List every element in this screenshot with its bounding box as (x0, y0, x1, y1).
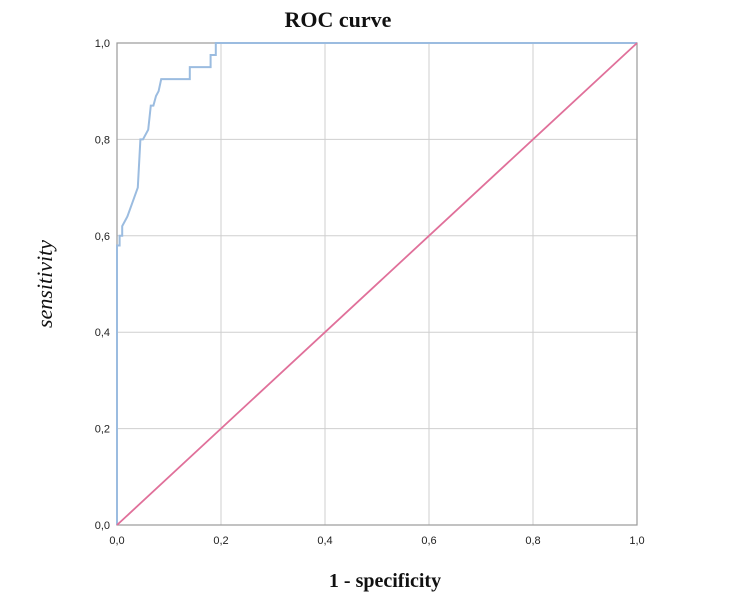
reference-diagonal-line (116, 42, 638, 526)
x-tick-label: 0,0 (109, 535, 124, 547)
x-tick-label: 0,8 (525, 535, 540, 547)
x-tick-label: 0,4 (317, 535, 332, 547)
y-tick-label: 1,0 (95, 38, 110, 50)
x-axis-ticks: 0,0 0,2 0,4 0,6 0,8 1,0 (109, 535, 644, 547)
chart-title: ROC curve (285, 7, 392, 32)
roc-curve-line (116, 42, 637, 525)
y-tick-label: 0,0 (95, 520, 110, 532)
x-axis-label: 1 - specificity (329, 570, 441, 592)
y-axis-label: sensitivity (32, 240, 57, 328)
y-tick-label: 0,8 (95, 134, 110, 146)
y-tick-label: 0,2 (95, 424, 110, 436)
x-tick-label: 0,2 (213, 535, 228, 547)
x-tick-label: 0,6 (421, 535, 436, 547)
x-tick-label: 1,0 (629, 535, 644, 547)
y-axis-ticks: 0,0 0,2 0,4 0,6 0,8 1,0 (95, 38, 110, 532)
series-layer (116, 42, 638, 526)
y-tick-label: 0,6 (95, 231, 110, 243)
y-tick-label: 0,4 (95, 327, 110, 339)
